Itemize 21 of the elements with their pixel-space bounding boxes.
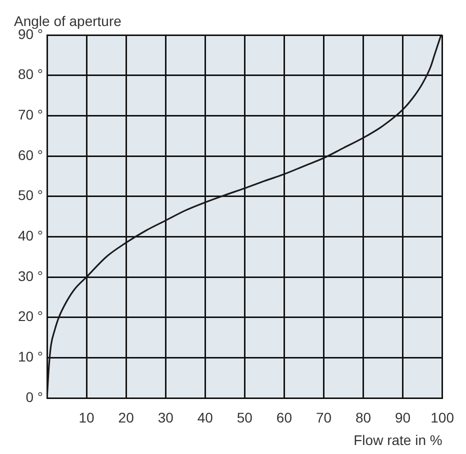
- x-tick-label: 90: [395, 409, 411, 426]
- y-tick-label: 70 °: [18, 106, 43, 123]
- y-tick-label: 40 °: [18, 228, 43, 244]
- y-tick-label: 20 °: [18, 308, 43, 324]
- line-series: [47, 35, 442, 398]
- y-tick-label: 80 °: [18, 66, 43, 82]
- x-tick-label: 10: [78, 409, 95, 426]
- y-tick-label: 30 °: [18, 268, 43, 284]
- x-tick-label: 80: [355, 409, 372, 426]
- x-tick-label: 70: [316, 409, 332, 426]
- x-axis-title: Flow rate in %: [354, 432, 442, 448]
- y-tick-label: 60 °: [18, 146, 43, 163]
- y-tick-label: 10 °: [18, 348, 43, 365]
- x-tick-label: 60: [276, 409, 292, 426]
- y-tick-label: 0 °: [26, 388, 43, 405]
- x-tick-label: 100: [430, 409, 454, 426]
- x-tick-label: 30: [158, 409, 174, 426]
- x-tick-label: 40: [197, 409, 214, 426]
- y-tick-label: 50 °: [18, 187, 43, 204]
- x-tick-label: 20: [118, 409, 134, 426]
- x-tick-label: 50: [236, 409, 253, 426]
